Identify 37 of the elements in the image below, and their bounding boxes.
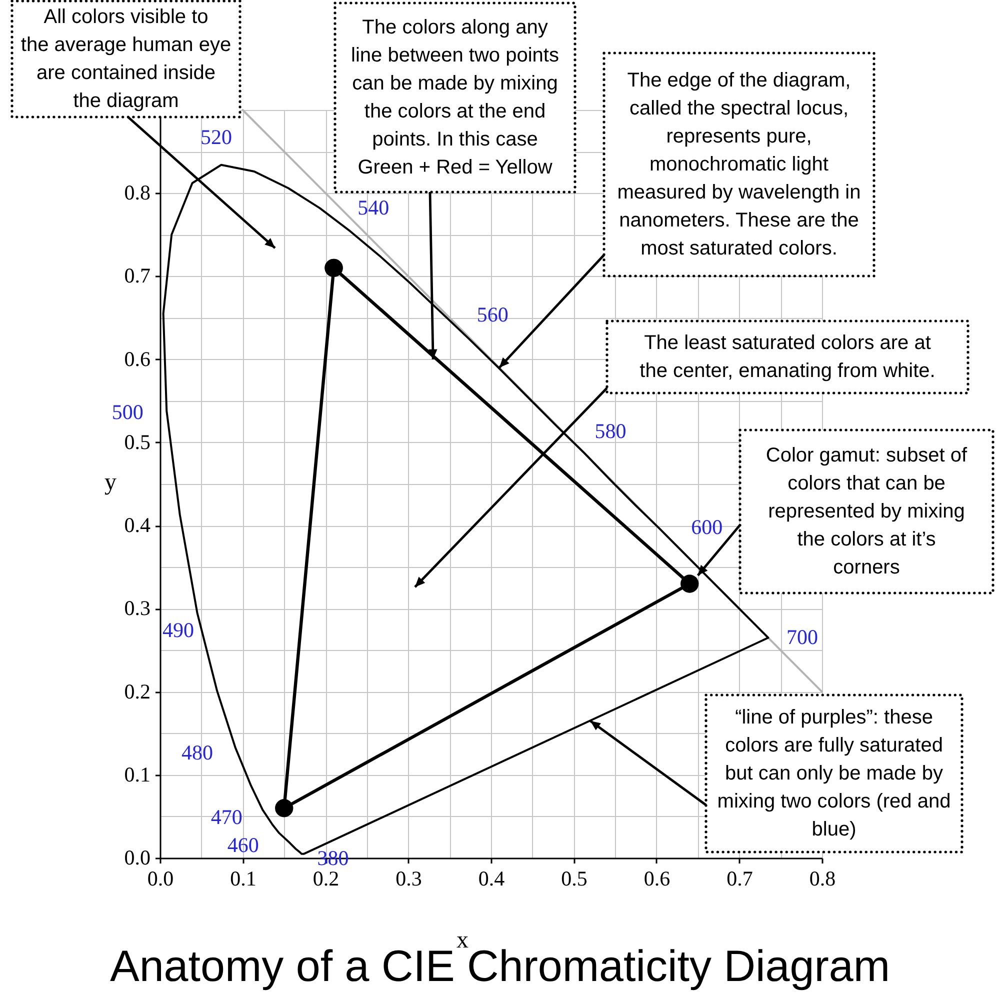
annotation: 580: [594, 419, 626, 444]
x-tick-label: 0.6: [644, 866, 670, 890]
x-axis-title: x: [456, 928, 468, 954]
annotation: 500: [112, 400, 144, 424]
annotation: 520: [200, 124, 232, 149]
y-tick-label: 0.3: [124, 596, 150, 620]
annotation: 700: [786, 624, 818, 649]
y-tick-label: 0.6: [124, 346, 150, 371]
annotation: 600: [691, 514, 723, 539]
y-tick-label: 0.0: [124, 846, 150, 870]
x-tick-label: 0.0: [147, 866, 174, 890]
y-tick-label: 0.4: [124, 513, 151, 538]
y-tick-label: 0.8: [124, 180, 150, 205]
x-tick-label: 0.2: [312, 866, 340, 890]
annotation: 490: [162, 618, 194, 642]
annotation: All colors visible to the average human eye are contained inside the diagram: [20, 6, 232, 112]
y-tick-label: 0.5: [124, 430, 150, 454]
annotation: 560: [476, 302, 508, 327]
y-tick-label: 0.1: [124, 762, 150, 786]
x-tick-label: 0.8: [809, 866, 836, 890]
annotation: Color gamut: subset of colors that can be represented by mixing the colors at it’s corners: [766, 444, 968, 578]
annotation: 460: [227, 833, 259, 858]
x-tick-label: 0.4: [478, 866, 506, 890]
annotation: “line of purples”: these colors are fully saturated but can only be made by mixing two colors (red and blue): [717, 706, 951, 840]
x-tick-label: 0.7: [726, 866, 753, 890]
x-tick-label: 0.3: [396, 866, 422, 890]
y-tick-label: 0.2: [124, 679, 150, 704]
annotation: 470: [210, 804, 242, 829]
annotation: The colors along any line between two points can be made by mixing the colors at the end points. In this case Green + Red = Yellow: [351, 16, 559, 178]
x-tick-label: 0.5: [561, 866, 588, 890]
annotation: The least saturated colors are at the center, emanating from white.: [640, 332, 936, 382]
annotation: 480: [182, 740, 214, 764]
y-tick-label: 0.7: [124, 264, 150, 288]
annotation: 540: [358, 195, 390, 220]
y-axis-title: y: [104, 470, 116, 496]
annotation: The edge of the diagram, called the spectral locus, represents pure, monochromatic light measured by wavelength in nanometers. These are the most saturated colors.: [617, 70, 861, 260]
x-tick-label: 0.1: [230, 866, 256, 890]
